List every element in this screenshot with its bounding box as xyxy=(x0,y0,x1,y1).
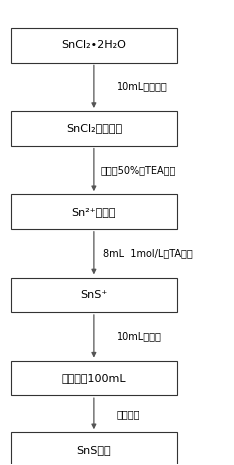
Text: 先驱溶液100mL: 先驱溶液100mL xyxy=(62,373,126,383)
Text: Sn²⁺络合物: Sn²⁺络合物 xyxy=(72,207,116,217)
Text: 8mL  1mol/L的TA溶液: 8mL 1mol/L的TA溶液 xyxy=(103,248,193,258)
Text: SnCl₂•2H₂O: SnCl₂•2H₂O xyxy=(62,40,126,50)
FancyBboxPatch shape xyxy=(11,194,177,229)
FancyBboxPatch shape xyxy=(11,28,177,63)
FancyBboxPatch shape xyxy=(11,278,177,312)
FancyBboxPatch shape xyxy=(11,361,177,395)
Text: SnS薄膜: SnS薄膜 xyxy=(77,445,111,455)
FancyBboxPatch shape xyxy=(11,432,177,465)
FancyBboxPatch shape xyxy=(11,111,177,146)
Text: 玻璃衬底: 玻璃衬底 xyxy=(117,409,140,418)
Text: 体积比50%的TEA溶液: 体积比50%的TEA溶液 xyxy=(101,165,176,175)
Text: 10mL丙酱溶液: 10mL丙酱溶液 xyxy=(117,82,168,92)
Text: 10mL的氨水: 10mL的氨水 xyxy=(117,331,162,341)
Text: SnCl₂丙酱溶液: SnCl₂丙酱溶液 xyxy=(66,124,122,133)
Text: SnS⁺: SnS⁺ xyxy=(80,290,107,300)
